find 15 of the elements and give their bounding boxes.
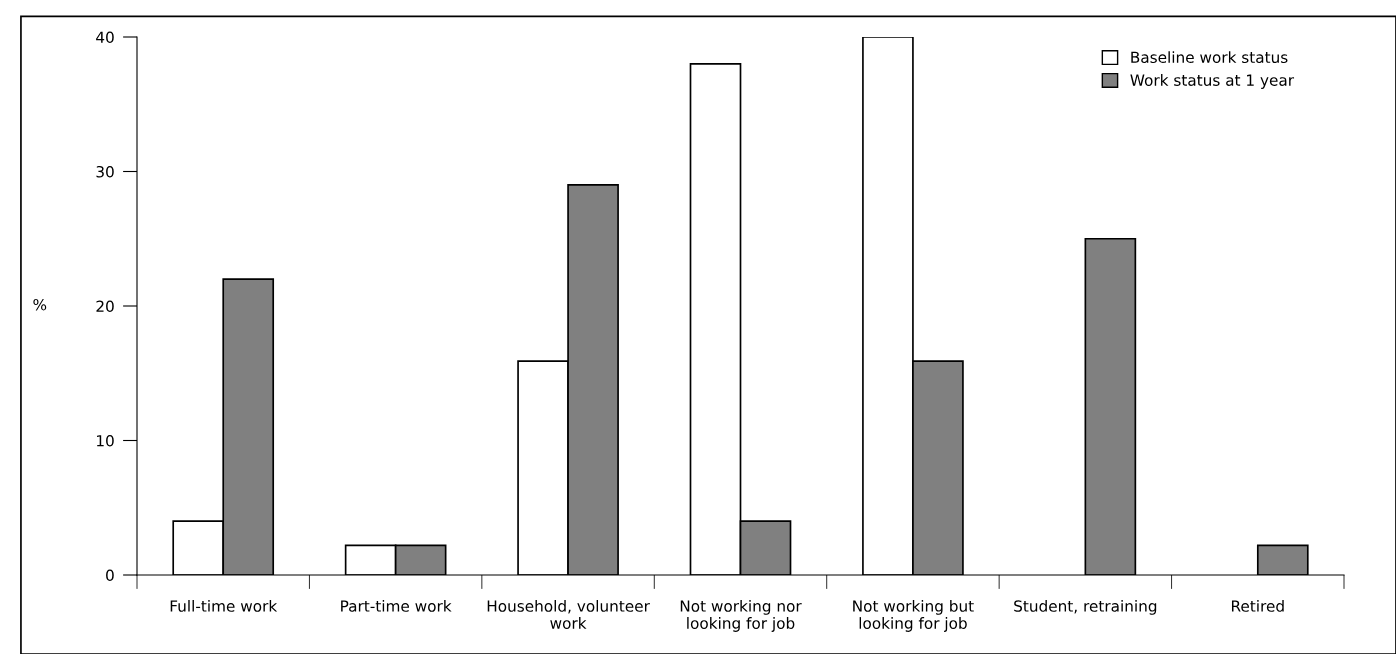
legend-label: Baseline work status [1131, 51, 1288, 64]
x-tick-label: Part-time work [341, 600, 452, 612]
x-tick-label: Full-time work [170, 600, 278, 612]
x-tick-label: Household, volunteer work [487, 600, 650, 629]
y-tick-label: 40 [96, 31, 114, 44]
y-tick-label: 0 [106, 569, 114, 582]
x-tick-label: Not working but looking for job [853, 600, 974, 632]
y-axis-title: % [33, 298, 47, 311]
y-tick-label: 30 [96, 165, 114, 178]
y-tick-label: 20 [96, 300, 114, 313]
x-tick-label: Not working nor looking for job [680, 600, 802, 632]
y-tick-label: 10 [97, 434, 114, 447]
x-tick-label: Retired [1231, 600, 1284, 612]
x-tick-label: Student, retraining [1014, 600, 1157, 615]
legend-label: Work status at 1 year [1130, 74, 1295, 89]
